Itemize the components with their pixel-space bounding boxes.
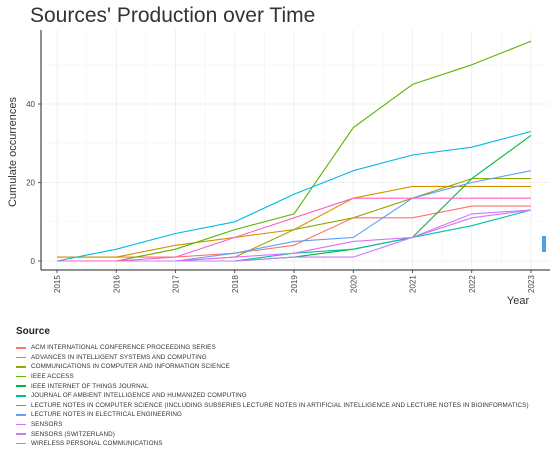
legend-label: LECTURE NOTES IN ELECTRICAL ENGINEERING	[31, 411, 182, 419]
x-tick-label: 2017	[172, 275, 181, 293]
legend-swatch	[16, 356, 26, 359]
legend-item: IEEE INTERNET OF THINGS JOURNAL	[16, 381, 529, 391]
legend-swatch	[16, 395, 26, 397]
series-line	[57, 209, 532, 262]
legend-label: ACM INTERNATIONAL CONFERENCE PROCEEDING …	[31, 344, 216, 352]
legend-item: JOURNAL OF AMBIENT INTELLIGENCE AND HUMA…	[16, 391, 529, 401]
legend-item: LECTURE NOTES IN COMPUTER SCIENCE (INCLU…	[16, 401, 529, 411]
y-tick-label: 40	[26, 100, 35, 109]
legend-swatch	[16, 433, 26, 435]
plot-background	[41, 30, 550, 270]
legend-item: LECTURE NOTES IN ELECTRICAL ENGINEERING	[16, 410, 529, 420]
series-line	[56, 130, 532, 262]
x-tick-label: 2018	[231, 275, 240, 293]
legend-label: IEEE INTERNET OF THINGS JOURNAL	[31, 382, 149, 390]
series-line	[57, 40, 532, 262]
legend-swatch	[16, 404, 26, 407]
legend-swatch	[16, 385, 26, 387]
x-tick-label: 2023	[527, 275, 536, 293]
x-axis-title: Year	[507, 295, 530, 307]
series-line	[57, 197, 531, 262]
y-axis-title: Cumulate occurrences	[7, 96, 19, 207]
legend-item: SENSORS	[16, 420, 529, 430]
legend-label: WIRELESS PERSONAL COMMUNICATIONS	[31, 440, 163, 448]
series-lines	[56, 40, 532, 262]
scroll-marker	[542, 236, 546, 252]
legend-item: SENSORS (SWITZERLAND)	[16, 429, 529, 439]
legend-item: ACM INTERNATIONAL CONFERENCE PROCEEDING …	[16, 343, 529, 353]
y-tick-label: 0	[31, 257, 36, 266]
legend-label: ADVANCES IN INTELLIGENT SYSTEMS AND COMP…	[31, 353, 207, 361]
x-tick-label: 2020	[349, 275, 358, 293]
legend-label: SENSORS	[31, 421, 63, 429]
legend: Source ACM INTERNATIONAL CONFERENCE PROC…	[16, 326, 529, 449]
legend-item: WIRELESS PERSONAL COMMUNICATIONS	[16, 439, 529, 449]
legend-swatch	[16, 414, 26, 416]
legend-swatch	[16, 366, 26, 368]
legend-items: ACM INTERNATIONAL CONFERENCE PROCEEDING …	[16, 343, 529, 449]
legend-swatch	[16, 375, 26, 378]
legend-label: IEEE ACCESS	[31, 373, 74, 381]
legend-item: COMMUNICATIONS IN COMPUTER AND INFORMATI…	[16, 362, 529, 372]
x-tick-label: 2019	[290, 275, 299, 293]
y-ticks: 0 20 40	[26, 100, 41, 266]
legend-label: LECTURE NOTES IN COMPUTER SCIENCE (INCLU…	[31, 401, 529, 409]
chart-title: Sources' Production over Time	[30, 4, 316, 27]
legend-label: JOURNAL OF AMBIENT INTELLIGENCE AND HUMA…	[31, 392, 247, 400]
legend-item: IEEE ACCESS	[16, 372, 529, 382]
legend-label: SENSORS (SWITZERLAND)	[31, 430, 115, 438]
x-tick-label: 2021	[409, 275, 418, 293]
x-ticks: 2015 2016 2017 2018 2019 2020 2021 2022 2023	[53, 270, 536, 293]
x-tick-label: 2022	[468, 275, 477, 293]
x-tick-label: 2015	[53, 275, 62, 293]
legend-swatch	[16, 442, 26, 445]
grid	[41, 30, 549, 270]
y-tick-label: 20	[26, 179, 35, 188]
legend-item: ADVANCES IN INTELLIGENT SYSTEMS AND COMP…	[16, 353, 529, 363]
legend-title: Source	[16, 326, 50, 337]
legend-label: COMMUNICATIONS IN COMPUTER AND INFORMATI…	[31, 363, 230, 371]
legend-swatch	[16, 423, 26, 426]
x-tick-label: 2016	[112, 275, 121, 293]
legend-swatch	[16, 347, 26, 349]
